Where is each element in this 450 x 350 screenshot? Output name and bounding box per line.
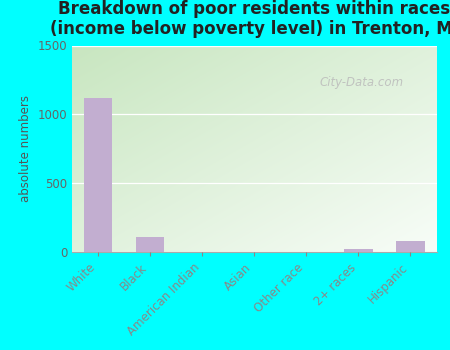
Y-axis label: absolute numbers: absolute numbers: [19, 95, 32, 202]
Title: Breakdown of poor residents within races
(income below poverty level) in Trenton: Breakdown of poor residents within races…: [50, 0, 450, 38]
Bar: [84, 98, 112, 252]
Text: City-Data.com: City-Data.com: [320, 76, 404, 89]
Bar: [136, 237, 164, 252]
Bar: [396, 241, 425, 252]
Bar: [344, 249, 373, 252]
